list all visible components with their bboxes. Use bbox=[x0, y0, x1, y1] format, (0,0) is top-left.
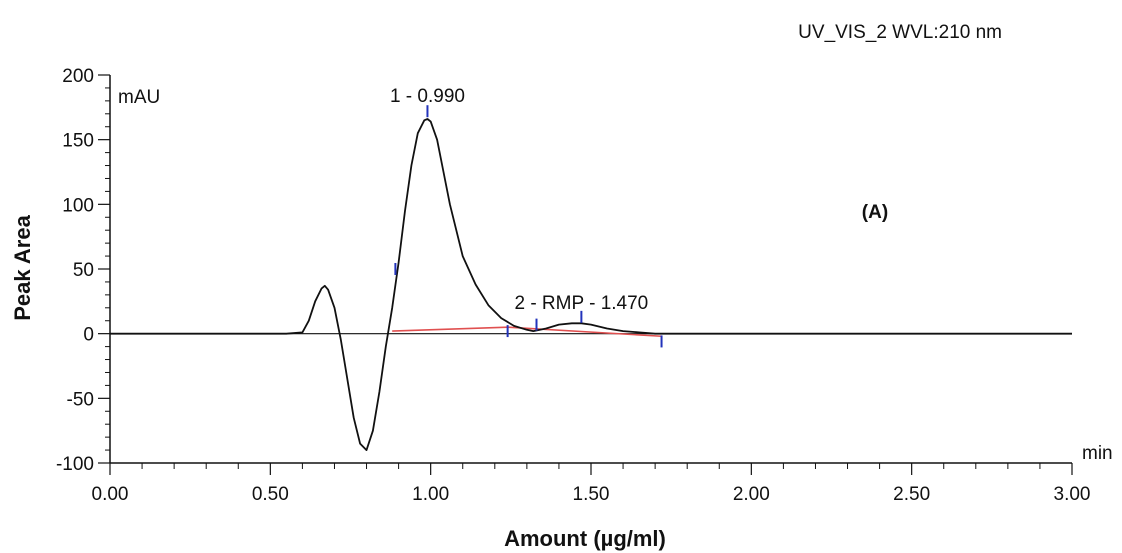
y-unit-label: mAU bbox=[118, 87, 160, 108]
series bbox=[110, 118, 1072, 451]
x-tick-label: 0.00 bbox=[92, 484, 129, 505]
y-tick-label: 0 bbox=[83, 325, 94, 346]
y-tick-label: 200 bbox=[62, 66, 94, 87]
x-tick-label: 3.00 bbox=[1054, 484, 1091, 505]
peak-markers bbox=[394, 105, 663, 348]
y-tick-label: 100 bbox=[62, 195, 94, 216]
x-tick-label: 0.50 bbox=[252, 484, 289, 505]
x-tick-label: 2.00 bbox=[733, 484, 770, 505]
y-axis-title: Peak Area bbox=[10, 214, 35, 320]
x-unit-label: min bbox=[1082, 443, 1113, 464]
peak-label: 1 - 0.990 bbox=[390, 86, 465, 107]
baseline bbox=[392, 326, 508, 332]
peak-labels: 1 - 0.990 2 - RMP - 1.470 bbox=[390, 86, 648, 314]
x-axis-title: Amount (µg/ml) bbox=[504, 526, 666, 551]
baseline bbox=[507, 326, 662, 338]
x-tick-label: 1.50 bbox=[573, 484, 610, 505]
chart-title: UV_VIS_2 WVL:210 nm bbox=[798, 22, 1002, 43]
baselines bbox=[392, 326, 662, 338]
y-tick-label: 150 bbox=[62, 131, 94, 152]
x-tick-label: 2.50 bbox=[893, 484, 930, 505]
panel-label: (A) bbox=[862, 202, 888, 223]
y-tick-label: -100 bbox=[56, 454, 94, 475]
series-line bbox=[110, 118, 1072, 451]
y-tick-label: 50 bbox=[73, 260, 94, 281]
y-tick-label: -50 bbox=[67, 389, 94, 410]
axes: -100 -50 0 50 100 150 200 0.00 0.50 1.00 1.50 2.00 2… bbox=[56, 66, 1091, 505]
peak-label: 2 - RMP - 1.470 bbox=[514, 293, 648, 314]
x-tick-label: 1.00 bbox=[412, 484, 449, 505]
